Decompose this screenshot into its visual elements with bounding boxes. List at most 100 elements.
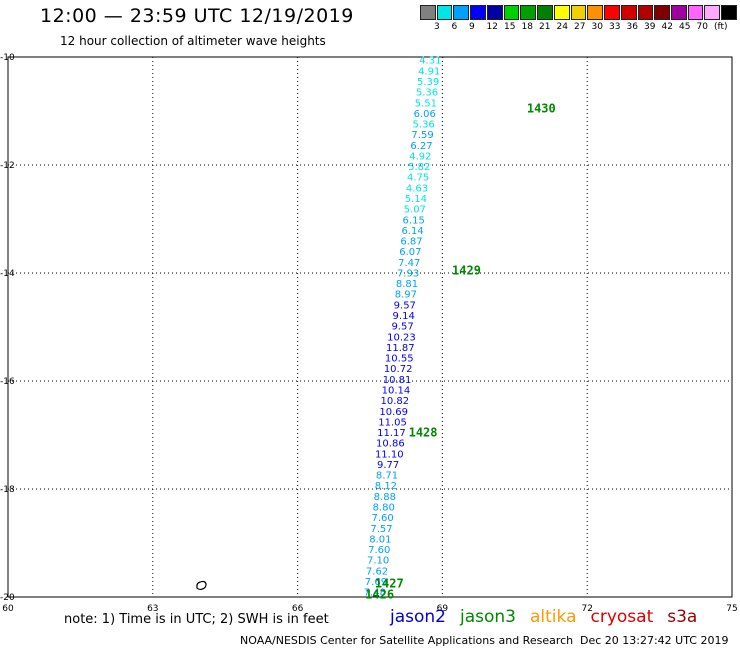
swh-value: 5.36 (416, 88, 438, 99)
footer-timestamp: Dec 20 13:27:42 UTC 2019 (580, 634, 729, 647)
swh-value: 6.15 (403, 215, 425, 226)
swh-value: 5.07 (404, 205, 426, 216)
swh-value: 4.91 (418, 66, 440, 77)
colorbar-label: 36 (626, 22, 638, 32)
swh-value: 9.57 (394, 300, 416, 311)
time-label: 1429 (452, 263, 481, 277)
colorbar-swatch (520, 5, 537, 20)
swh-value: 7.62 (366, 566, 388, 577)
swh-value: 8.71 (376, 471, 398, 482)
note-text: note: 1) Time is in UTC; 2) SWH is in fe… (64, 612, 329, 627)
satellite-jason2: jason2 (390, 607, 446, 627)
y-tick-label: -16 (0, 377, 15, 387)
colorbar-label: 21 (539, 22, 551, 32)
swh-value: 10.14 (382, 385, 411, 396)
y-tick-label: -10 (0, 53, 15, 63)
colorbar-swatch (436, 5, 453, 20)
colorbar-label: 33 (609, 22, 621, 32)
colorbar-label: 3 (434, 22, 440, 32)
swh-value: 7.93 (397, 268, 419, 279)
swh-value: 9.14 (393, 311, 415, 322)
swh-value: 10.55 (385, 354, 414, 365)
swh-value: 8.80 (373, 502, 395, 513)
swh-value: 7.59 (411, 130, 433, 141)
colorbar-swatch (570, 5, 587, 20)
time-label: 1427 (375, 577, 404, 591)
footer-credit: NOAA/NESDIS Center for Satellite Applica… (240, 634, 574, 647)
swh-value: 11.10 (375, 449, 404, 460)
colorbar-swatch (587, 5, 604, 20)
x-tick-label: 60 (2, 604, 14, 614)
x-tick-label: 72 (581, 604, 592, 614)
swh-value: 8.01 (369, 534, 391, 545)
swh-value: 6.27 (410, 141, 432, 152)
x-tick-label: 66 (292, 604, 304, 614)
colorbar-label: 15 (504, 22, 516, 32)
colorbar-swatch (453, 5, 470, 20)
colorbar-label: (ft) (714, 22, 728, 32)
swh-value: 6.14 (401, 226, 423, 237)
swh-value: 8.12 (375, 481, 397, 492)
colorbar-label: 70 (696, 22, 708, 32)
colorbar-swatch (687, 5, 704, 20)
swh-value: 10.82 (380, 396, 409, 407)
swh-value: 5.82 (408, 162, 430, 173)
colorbar-label: 24 (556, 22, 568, 32)
satellite-altika: altika (530, 607, 577, 627)
satellite-legend: jason2 jason3 altika cryosat s3a (390, 607, 711, 627)
swh-value: 4.63 (406, 183, 428, 194)
colorbar-label: 12 (486, 22, 498, 32)
swh-value: 5.39 (417, 77, 439, 88)
swh-value: 10.23 (387, 332, 416, 343)
x-tick-label: 63 (147, 604, 158, 614)
chart-subtitle: 12 hour collection of altimeter wave hei… (60, 34, 326, 48)
swh-value: 10.86 (376, 439, 405, 450)
swh-value: 5.51 (415, 98, 437, 109)
swh-value: 8.88 (374, 492, 396, 503)
island-outline (196, 580, 207, 591)
colorbar-swatch (637, 5, 654, 20)
colorbar-label: 42 (661, 22, 673, 32)
y-tick-label: -20 (0, 593, 15, 603)
time-label: 1430 (527, 101, 556, 115)
time-label: 1428 (409, 425, 438, 439)
swh-value: 11.05 (378, 417, 407, 428)
satellite-cryosat: cryosat (590, 607, 654, 627)
satellite-s3a: s3a (667, 607, 698, 627)
colorbar-swatch (420, 5, 436, 20)
swh-value: 9.57 (391, 322, 413, 333)
colorbar-legend: 3 6 9 12 15 18 21 24 27 30 33 36 39 42 45 70 (ft) (420, 5, 738, 37)
swh-value: 6.07 (399, 247, 421, 258)
swh-value: 5.14 (405, 194, 427, 205)
colorbar-swatch (671, 5, 687, 20)
colorbar-label: 9 (469, 22, 475, 32)
swh-value: 7.60 (368, 545, 390, 556)
chart-title: 12:00 — 23:59 UTC 12/19/2019 (40, 5, 354, 27)
swh-value: 8.81 (396, 279, 418, 290)
colorbar-label: 30 (591, 22, 603, 32)
colorbar-swatch (704, 5, 721, 20)
swh-value: 10.81 (383, 375, 412, 386)
swh-value: 9.77 (377, 460, 399, 471)
colorbar-swatch (553, 5, 570, 20)
swh-value: 10.69 (379, 407, 408, 418)
y-tick-label: -14 (0, 269, 15, 279)
colorbar-swatch (654, 5, 671, 20)
colorbar-label: 45 (679, 22, 691, 32)
colorbar-swatch (486, 5, 503, 20)
swh-value: 5.36 (413, 120, 435, 131)
swh-value: 10.72 (384, 364, 413, 375)
y-tick-label: -18 (0, 485, 15, 495)
swh-value: 7.69 (365, 577, 387, 588)
colorbar-swatch (620, 5, 637, 20)
swh-value: 7.57 (370, 524, 392, 535)
colorbar-swatch (537, 5, 553, 20)
time-label: 1426 (365, 587, 394, 601)
swh-value: 7.47 (398, 258, 420, 269)
colorbar-swatch (470, 5, 486, 20)
plot-frame (7, 56, 733, 598)
swh-value: 6.87 (400, 237, 422, 248)
satellite-jason3: jason3 (460, 607, 516, 627)
colorbar-label: 39 (644, 22, 656, 32)
